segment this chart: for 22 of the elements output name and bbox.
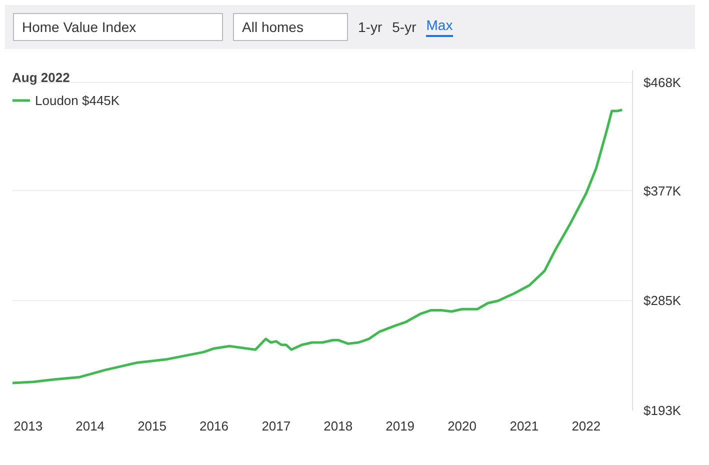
x-tick-label: 2014 <box>76 418 105 434</box>
line-series <box>12 108 624 384</box>
text: 1-yr <box>358 19 382 35</box>
x-tick-label: 2016 <box>200 418 228 434</box>
x-tick-label: 2022 <box>572 418 601 434</box>
y-tick-label: $285K <box>644 293 682 308</box>
y-tick-label: $468K <box>644 74 682 90</box>
y-tick-label: $377K <box>644 183 682 198</box>
text: 5-yr <box>392 19 416 35</box>
x-tick-label: 2020 <box>448 418 477 434</box>
x-tick-label: 2018 <box>324 418 353 434</box>
text: Max <box>426 17 453 37</box>
x-tick-label: 2021 <box>510 418 539 434</box>
x-tick-label: 2019 <box>386 418 415 434</box>
text: All homes <box>233 13 348 41</box>
text: Home Value Index <box>13 13 223 41</box>
y-tick-label: $193K <box>644 403 682 418</box>
legend-title: Aug 2022 <box>12 70 71 85</box>
x-tick-label: 2015 <box>138 418 167 434</box>
legend-label: Loudon $445K <box>35 92 120 108</box>
x-tick-label: 2013 <box>14 418 43 434</box>
x-tick-label: 2017 <box>262 418 291 434</box>
